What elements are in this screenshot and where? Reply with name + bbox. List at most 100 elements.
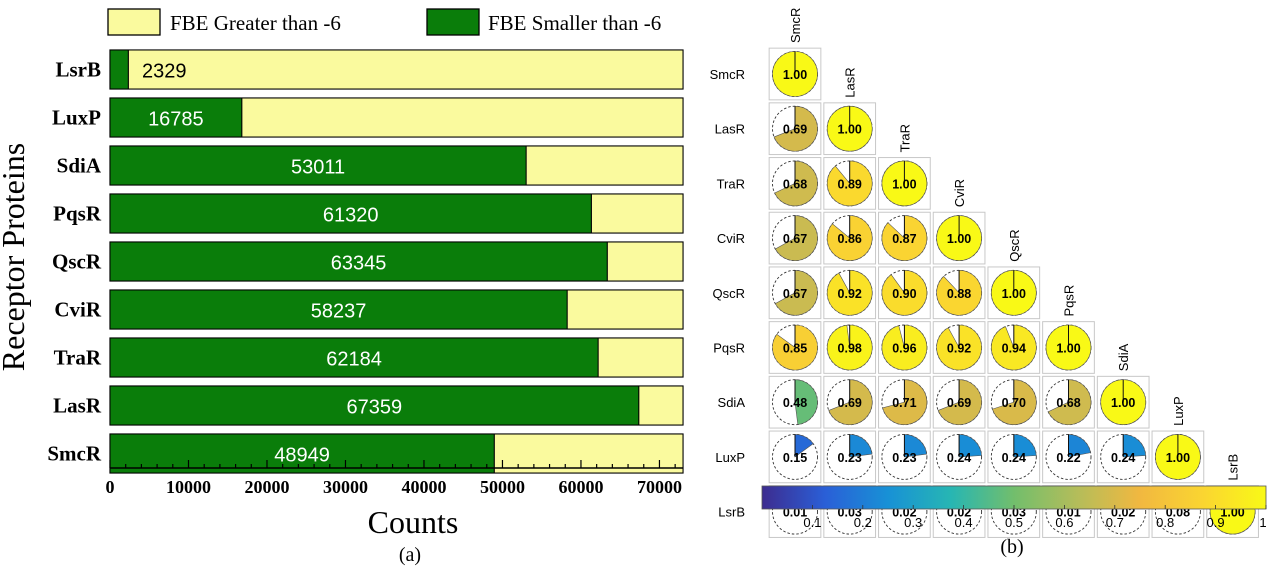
cell-pie (794, 379, 818, 425)
category-label: SdiA (57, 154, 102, 178)
category-label: LsrB (55, 58, 101, 82)
correlation-cell: 0.90 (878, 266, 931, 320)
cell-pie (937, 379, 982, 425)
cell-value: 1.00 (1111, 396, 1135, 410)
correlation-cell: 0.69 (823, 375, 877, 429)
category-label: QscR (52, 250, 102, 274)
correlation-cell: 0.68 (768, 157, 822, 210)
panel-label-b: (b) (1000, 536, 1023, 558)
column-label: PqsR (1062, 285, 1077, 317)
x-axis: 0 10000 20000 30000 40000 50000 60000 70000 (106, 460, 683, 497)
colorbar-ticks: 0.1 0.2 0.3 0.4 0.5 0.6 0.7 0.8 0.9 1 (803, 505, 1267, 530)
x-tick-label: 0 (106, 477, 115, 497)
bar-data-label: 67359 (347, 397, 403, 419)
legend-label-smaller: FBE Smaller than -6 (488, 11, 661, 35)
cell-value: 0.24 (1002, 451, 1026, 465)
correlation-cell: 1.00 (932, 211, 986, 265)
row-label: SdiA (718, 395, 746, 410)
correlation-cell: 0.85 (768, 321, 822, 374)
colorbar-tick-label: 0.6 (1055, 515, 1073, 530)
cell-value: 0.85 (783, 342, 807, 356)
row-label: CviR (717, 231, 745, 246)
bar-data-label: 61320 (323, 205, 379, 227)
bar-segment-smaller (109, 241, 608, 282)
correlation-cell: 1.00 (1151, 430, 1205, 484)
column-labels: SmcR LasR TraR CviR QscR PqsR SdiA LuxP LsrB (788, 8, 1241, 481)
bar-data-label: 53011 (291, 157, 345, 179)
bar-segment-smaller (109, 49, 129, 90)
colorbar-tick-label: 0.2 (854, 515, 872, 530)
bar-segment-greater (597, 337, 684, 378)
bar-segment-smaller (109, 337, 599, 378)
correlation-cell: 0.96 (878, 321, 931, 374)
colorbar-tick-label: 0.7 (1106, 515, 1124, 530)
cell-value: 0.89 (838, 177, 862, 191)
correlation-cell: 1.00 (1096, 375, 1150, 429)
column-label: LsrB (1226, 454, 1241, 481)
colorbar-tick-label: 0.9 (1207, 515, 1225, 530)
cell-value: 0.69 (838, 396, 862, 410)
bar-group: 2329 16785 53011 61320 63345 58237 62184 67359 4… (109, 49, 684, 474)
colorbar-tick-label: 0.1 (803, 515, 821, 530)
cell-value: 0.98 (838, 342, 862, 356)
correlation-cell: 0.71 (878, 375, 931, 429)
correlation-cell: 0.92 (932, 321, 986, 374)
row-label: PqsR (713, 341, 745, 356)
bar-segment-smaller (109, 145, 527, 186)
bar-segment-smaller (109, 193, 592, 234)
category-label: LuxP (52, 106, 101, 130)
cell-value: 0.94 (1002, 342, 1026, 356)
cell-value: 1.00 (892, 177, 916, 191)
correlation-cells: 1.00 0.69 1.00 0.68 0.89 1.00 0.67 0.86 0.87 1.00… (768, 47, 1259, 538)
correlation-cell: 0.23 (823, 430, 877, 484)
bar-segment-greater (638, 385, 684, 426)
column-label: SdiA (1116, 343, 1131, 371)
correlation-cell: 0.48 (768, 375, 822, 429)
correlation-cell: 1.00 (1042, 321, 1095, 374)
row-label: LsrB (718, 505, 745, 520)
legend-swatch-greater (107, 8, 161, 36)
cell-value: 1.00 (1056, 342, 1080, 356)
correlation-cell: 0.23 (878, 430, 931, 484)
bar-segment-greater (493, 433, 684, 474)
cell-value: 1.00 (947, 232, 971, 246)
cell-value: 0.15 (783, 451, 807, 465)
cell-value: 0.24 (1111, 451, 1135, 465)
cell-value: 0.48 (783, 396, 807, 410)
cell-value: 0.69 (947, 396, 971, 410)
x-tick-label: 60000 (558, 477, 603, 497)
bar-data-label: 48949 (274, 445, 330, 467)
x-axis-title: Counts (368, 504, 459, 540)
colorbar-tick-label: 1 (1259, 515, 1266, 530)
correlation-cell: 0.98 (823, 321, 877, 374)
cell-value: 0.96 (892, 342, 916, 356)
cell-pie (849, 434, 873, 458)
cell-pie (1122, 434, 1146, 458)
correlation-cell: 0.69 (768, 102, 822, 156)
correlation-cell: 0.94 (987, 321, 1041, 374)
bar-segment-greater (127, 49, 684, 90)
cell-pie (828, 379, 873, 425)
column-label: LuxP (1171, 396, 1186, 426)
correlation-cell: 0.67 (768, 266, 822, 320)
category-label: CviR (54, 298, 102, 322)
correlation-cell: 0.67 (768, 211, 822, 265)
cell-pie (958, 434, 982, 458)
cell-value: 1.00 (838, 123, 862, 137)
cell-value: 0.23 (838, 451, 862, 465)
column-label: CviR (952, 179, 967, 207)
colorbar-tick-label: 0.3 (904, 515, 922, 530)
correlation-cell: 0.22 (1042, 430, 1095, 484)
bar-data-label: 63345 (331, 253, 387, 275)
x-tick-label: 30000 (323, 477, 368, 497)
correlation-cell: 0.68 (1042, 375, 1095, 429)
correlation-cell: 0.24 (1096, 430, 1150, 484)
correlation-cell: 0.70 (987, 375, 1041, 429)
legend: FBE Greater than -6 FBE Smaller than -6 (107, 8, 661, 36)
correlation-cell: 0.69 (932, 375, 986, 429)
panel-label-a: (a) (399, 544, 421, 566)
category-label: PqsR (53, 202, 102, 226)
column-label: SmcR (788, 8, 803, 43)
bar-data-label: 16785 (148, 109, 204, 131)
row-label: QscR (713, 286, 746, 301)
